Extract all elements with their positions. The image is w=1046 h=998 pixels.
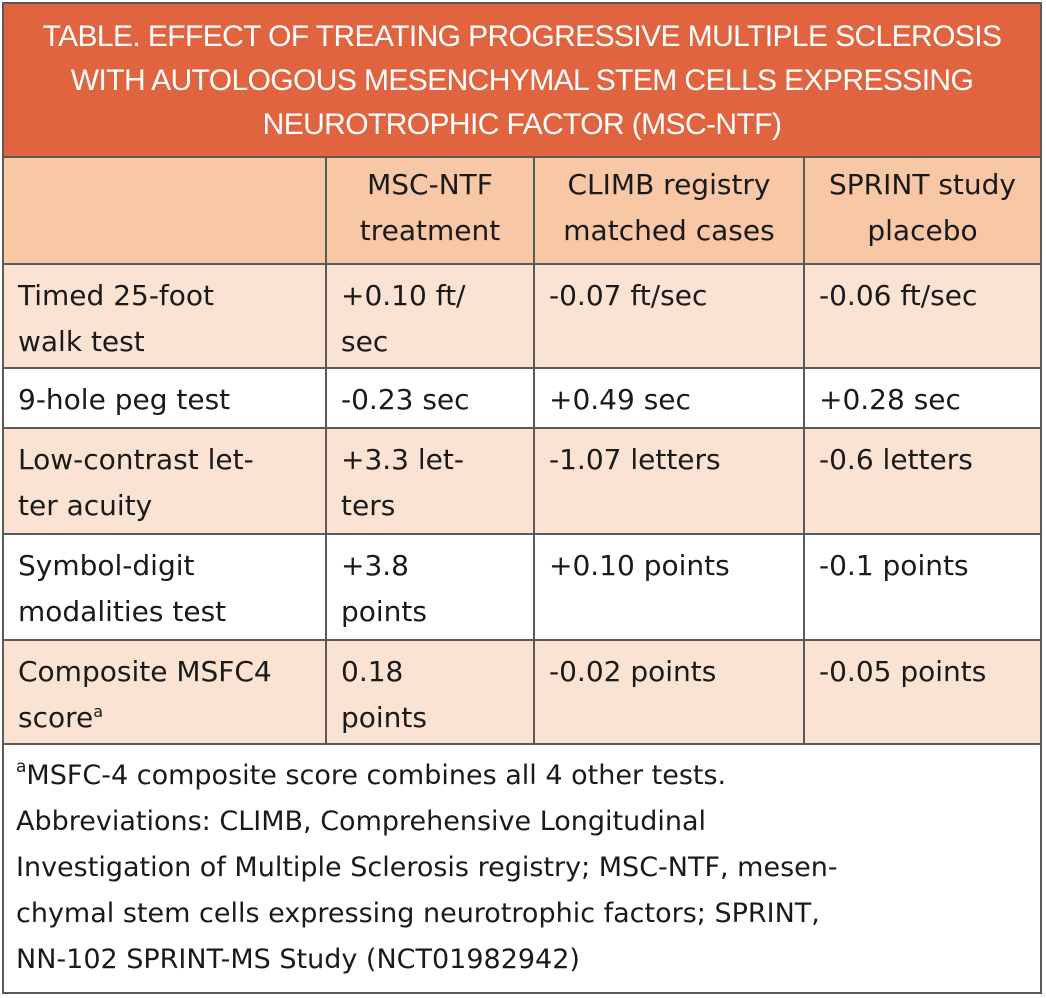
sprint-cell: +0.28 sec bbox=[803, 367, 1040, 429]
climb-cell: -0.07 ft/sec bbox=[533, 264, 805, 369]
sprint-cell: -0.1 points bbox=[803, 533, 1040, 641]
climb-cell: +0.49 sec bbox=[533, 367, 805, 429]
header-cell-sprint: SPRINT study placebo bbox=[803, 158, 1040, 265]
msc-ntf-cell: 0.18 points bbox=[325, 639, 535, 745]
results-table: MSC-NTF treatment CLIMB registry matched… bbox=[4, 158, 1040, 745]
measure-cell: Low-contrast let- ter acuity bbox=[4, 427, 327, 535]
table-title: TABLE. EFFECT OF TREATING PROGRESSIVE MU… bbox=[4, 4, 1040, 158]
climb-cell: +0.10 points bbox=[533, 533, 805, 641]
table-footnote: aMSFC-4 composite score combines all 4 o… bbox=[16, 757, 838, 976]
table-row: 9-hole peg test -0.23 sec +0.49 sec +0.2… bbox=[4, 367, 1040, 429]
measure-cell: Composite MSFC4 scorea bbox=[4, 639, 327, 745]
sprint-cell: -0.6 letters bbox=[803, 427, 1040, 535]
title-line: TABLE. EFFECT OF TREATING PROGRESSIVE MU… bbox=[42, 20, 1002, 53]
table-row: Composite MSFC4 scorea 0.18 points -0.02… bbox=[4, 639, 1040, 745]
measure-cell: Symbol-digit modalities test bbox=[4, 533, 327, 641]
msc-ntf-cell: +3.8 points bbox=[325, 533, 535, 641]
title-line: NEUROTROPHIC FACTOR (MSC-NTF) bbox=[262, 108, 782, 141]
header-row: MSC-NTF treatment CLIMB registry matched… bbox=[4, 158, 1040, 265]
measure-cell: 9-hole peg test bbox=[4, 367, 327, 429]
msc-ntf-cell: +3.3 let- ters bbox=[325, 427, 535, 535]
footnote-marker: a bbox=[93, 702, 104, 721]
header-cell-msc-ntf: MSC-NTF treatment bbox=[325, 158, 535, 265]
measure-cell: Timed 25-foot walk test bbox=[4, 264, 327, 369]
footnote-marker: a bbox=[16, 757, 27, 777]
table-row: Low-contrast let- ter acuity +3.3 let- t… bbox=[4, 427, 1040, 535]
table-row: Symbol-digit modalities test +3.8 points… bbox=[4, 533, 1040, 641]
climb-cell: -0.02 points bbox=[533, 639, 805, 745]
climb-cell: -1.07 letters bbox=[533, 427, 805, 535]
sprint-cell: -0.06 ft/sec bbox=[803, 264, 1040, 369]
header-cell-measure bbox=[4, 158, 327, 265]
title-line: WITH AUTOLOGOUS MESENCHYMAL STEM CELLS E… bbox=[70, 64, 974, 97]
msc-ntf-cell: +0.10 ft/ sec bbox=[325, 264, 535, 369]
sprint-cell: -0.05 points bbox=[803, 639, 1040, 745]
header-cell-climb: CLIMB registry matched cases bbox=[533, 158, 805, 265]
msc-ntf-cell: -0.23 sec bbox=[325, 367, 535, 429]
table-row: Timed 25-foot walk test +0.10 ft/ sec -0… bbox=[4, 264, 1040, 369]
